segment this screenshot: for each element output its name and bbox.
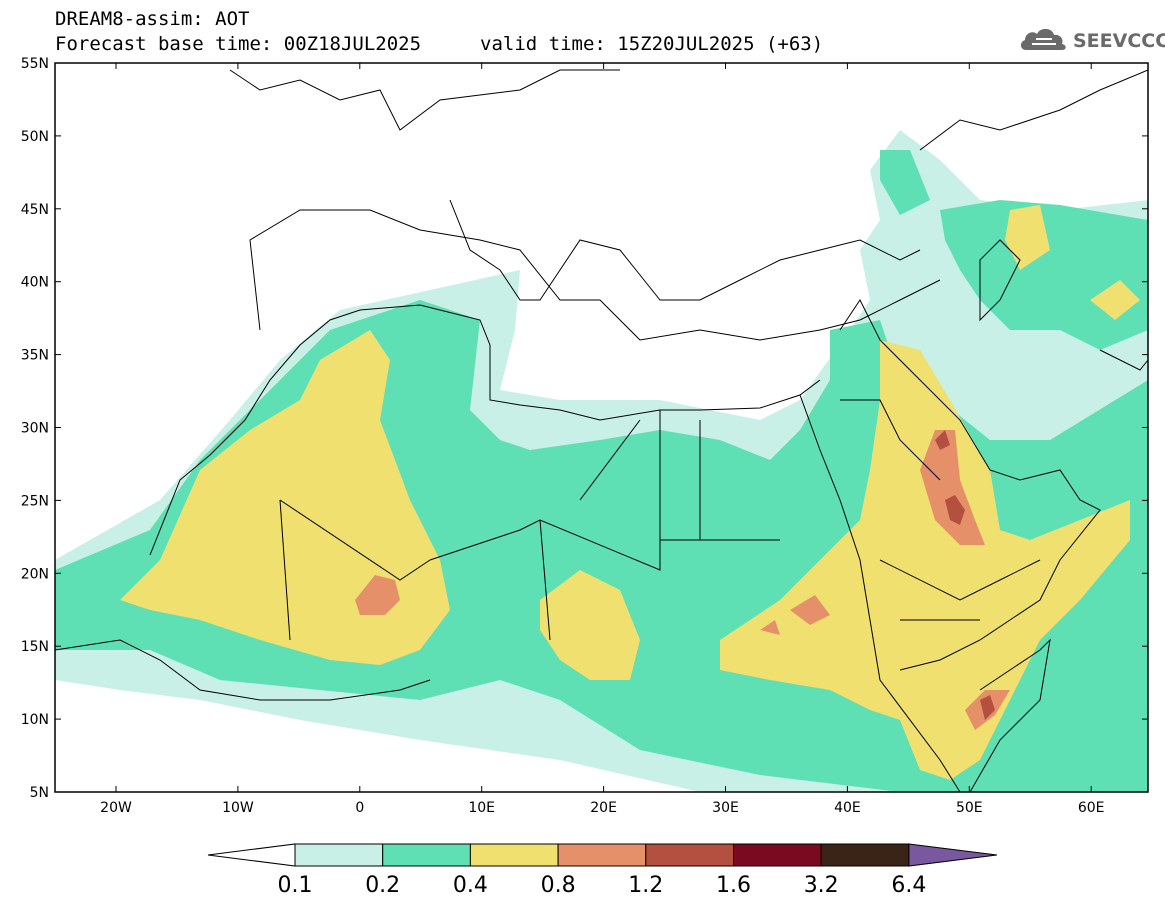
aot-band-0.4-west — [120, 330, 450, 665]
lat-label: 40N — [21, 275, 49, 291]
aot-band-0.4-chad — [540, 570, 640, 680]
forecast-base-time: Forecast base time: 00Z18JUL2025 — [55, 33, 422, 55]
lon-label: 40E — [834, 800, 861, 816]
longitude-ticks: 20W 10W 0 10E 20E 30E 40E 50E 60E — [100, 63, 1105, 816]
aot-band-0.4-caspian — [1005, 205, 1140, 320]
colorbar-swatch — [645, 843, 734, 867]
colorbar-high-arrow — [908, 843, 997, 867]
lat-label: 45N — [21, 202, 49, 218]
colorbar-label: 6.4 — [891, 873, 926, 898]
map-title: DREAM8-assim: AOT — [55, 8, 250, 30]
lon-label: 20E — [590, 800, 617, 816]
lat-label: 55N — [21, 56, 49, 72]
lat-label: 50N — [21, 129, 49, 145]
cloud-icon — [1020, 28, 1066, 50]
lon-label: 50E — [956, 800, 983, 816]
lat-label: 5N — [30, 785, 49, 801]
colorbar-label: 0.4 — [453, 873, 488, 898]
coastlines — [55, 69, 1148, 792]
lon-label: 0 — [355, 800, 364, 816]
colorbar: 0.1 0.2 0.4 0.8 1.2 1.6 3.2 6.4 — [207, 843, 997, 898]
lat-label: 25N — [21, 493, 49, 509]
lat-label: 35N — [21, 348, 49, 364]
lon-label: 10W — [222, 800, 254, 816]
lon-label: 10E — [468, 800, 495, 816]
colorbar-swatch — [469, 843, 559, 867]
colorbar-label: 1.6 — [716, 873, 751, 898]
colorbar-swatch — [294, 843, 384, 867]
colorbar-label: 1.2 — [628, 873, 663, 898]
colorbar-swatch — [820, 843, 910, 867]
colorbar-swatch — [733, 843, 822, 867]
lon-label: 60E — [1078, 800, 1105, 816]
lat-label: 30N — [21, 421, 49, 437]
colorbar-label: 3.2 — [804, 873, 839, 898]
colorbar-swatch — [382, 843, 471, 867]
seevccc-logo — [1018, 24, 1158, 56]
lon-label: 20W — [100, 800, 132, 816]
colorbar-label: 0.8 — [541, 873, 576, 898]
colorbar-low-arrow — [207, 843, 296, 867]
lon-label: 30E — [712, 800, 739, 816]
logo-text: SEEVCCC — [1073, 30, 1165, 52]
valid-time: valid time: 15Z20JUL2025 (+63) — [480, 33, 824, 55]
latitude-ticks: 55N 50N 45N 40N 35N 30N 25N 20N 15N 10N 5N — [21, 56, 1148, 801]
colorbar-swatch — [557, 843, 647, 867]
colorbar-label: 0.1 — [278, 873, 313, 898]
aot-band-0.4-arabia — [720, 340, 1130, 780]
lat-label: 10N — [21, 712, 49, 728]
aot-band-0.8 — [355, 430, 1010, 730]
lat-label: 15N — [21, 639, 49, 655]
aot-band-1.2 — [935, 430, 995, 720]
colorbar-label: 0.2 — [365, 873, 400, 898]
lat-label: 20N — [21, 566, 49, 582]
